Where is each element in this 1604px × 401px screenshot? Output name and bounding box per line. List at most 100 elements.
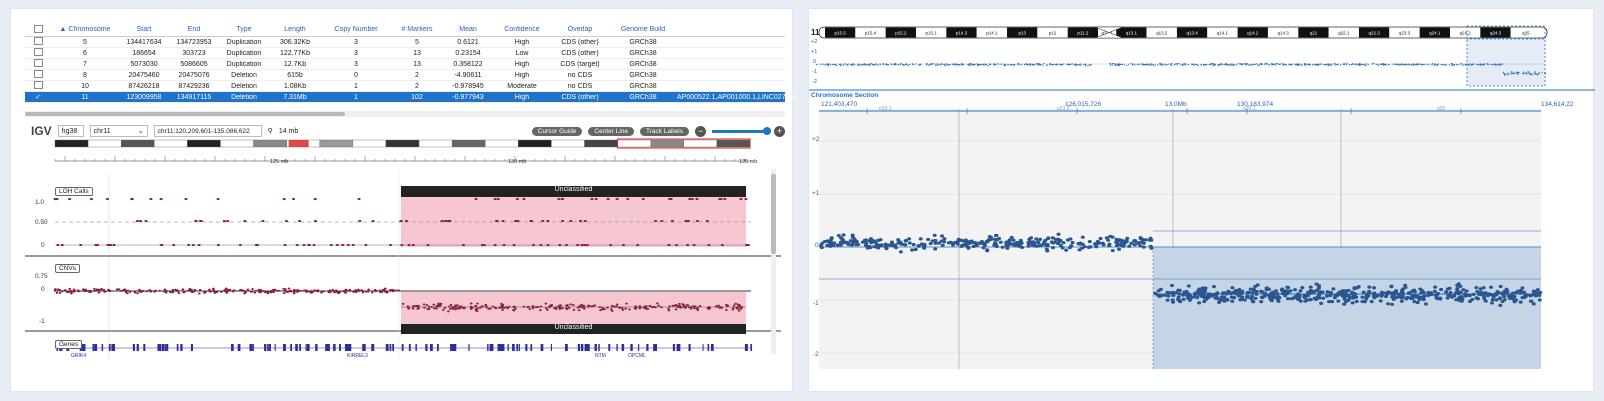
cnv-point [569,303,572,306]
row-checkbox-cell[interactable] [25,59,51,69]
table-row[interactable]: 8 20475460 20475076 Deletion 615b 0 2 -4.90611 H… [25,70,785,81]
gene-exon [489,344,492,351]
chromosome-select[interactable]: chr11 ⌄ [89,125,148,137]
igv-toolbar: IGV hg38 chr11 ⌄ chr11:120,209,601-135,08… [25,122,785,140]
column-header[interactable]: End [187,26,201,33]
zoom-out-icon[interactable]: − [695,125,706,137]
locus-input[interactable]: chr11:120,209,601-135,086,622 [153,125,262,137]
track-labels-button[interactable]: Track Labels [640,126,689,136]
row-checkbox[interactable] [33,59,43,67]
overview-point [1432,63,1434,65]
column-header[interactable]: Type [236,26,252,33]
centromere [288,140,309,147]
column-header[interactable]: Copy Number [334,26,378,33]
zoom-in-icon[interactable]: + [774,125,785,137]
detail-point [1166,294,1171,298]
overview-point [1051,63,1053,65]
scrollbar-thumb[interactable] [25,112,345,116]
table-scrollbar[interactable] [25,111,785,117]
overview-point [1343,64,1345,66]
table-row[interactable]: 10 87426218 87429236 Deletion 1.08Kb 1 2 -0.978… [25,81,785,92]
igv-tracks [25,138,781,359]
overview-point [1026,64,1028,66]
overview-point [949,64,951,66]
column-header[interactable]: Mean [459,26,477,33]
overview-point [1516,71,1518,73]
table-row[interactable]: 7 5073030 5086605 Duplication 12.7Kb 3 13 0.358… [25,59,785,70]
overview-point [1178,63,1180,65]
row-checkbox[interactable] [33,81,43,89]
column-header[interactable]: Confidence [504,26,540,33]
overview-point [854,64,856,66]
detail-point [1493,292,1498,296]
loh-point [399,220,403,222]
gene-exon [654,344,657,351]
table-row[interactable]: ✓ 11 123009958 134917115 Deletion 7.31Mb 1 102-… [25,92,797,103]
cnv-point [63,289,67,292]
cnv-point [449,303,453,306]
overview-point [1055,63,1058,65]
row-checkbox[interactable] [33,48,43,56]
loh-point [149,198,153,200]
gene-exon [518,344,520,351]
table-cell: CDS (other) [561,38,599,46]
column-header[interactable]: # Markers [401,26,433,33]
overview-point [834,63,836,65]
cytoband [518,139,552,148]
row-checkbox-cell[interactable] [25,70,51,80]
table-row[interactable]: 5 134417634 134723953 Duplication 306.32Kb 3 5… [25,37,785,48]
overview-point [1462,64,1464,66]
search-icon[interactable]: ⚲ [267,128,273,135]
header-select-all[interactable] [25,24,51,35]
gene-exon [638,344,640,351]
detail-point [1415,300,1420,305]
loh-point [106,244,110,246]
row-checkbox[interactable] [33,37,43,45]
table-row[interactable]: 6 186654 303723 Duplication 122.77Kb 3 13 0.231… [25,48,785,59]
detail-point [1360,295,1365,299]
loh-point [501,220,505,222]
detail-point [1399,294,1404,298]
overview-point [1346,62,1348,64]
detail-point [974,243,979,247]
cnv-point [53,289,57,292]
detail-point [1163,293,1168,297]
column-header[interactable]: Start [136,26,152,33]
genome-select[interactable]: hg38 [57,125,84,137]
row-checkbox-cell[interactable]: ✓ [25,93,51,101]
ideogram-band-label: q24.1 [1429,31,1441,36]
cursor-guide-button[interactable]: Cursor Guide [531,126,583,136]
row-checkbox-cell[interactable] [25,37,51,47]
row-checkbox-cell[interactable] [25,48,51,58]
checkbox[interactable] [33,24,43,33]
overview-point [930,63,932,65]
loh-point [670,220,674,222]
column-header[interactable]: Length [284,26,306,33]
row-checkbox[interactable]: ✓ [35,94,41,101]
cnv-point [198,292,201,295]
overview-point [1495,64,1497,66]
overview-point [1414,64,1416,66]
cnv-point [407,307,411,310]
loh-unclassified-label: Unclassified [401,186,746,197]
overview-point [1282,64,1284,66]
detail-point [1297,293,1302,298]
center-line-button[interactable]: Center Line [588,126,635,136]
loh-point [561,220,565,222]
overview-point [1133,63,1135,65]
overview-point [1050,63,1052,65]
detail-point [1458,284,1463,288]
loh-point [474,198,478,200]
cnv-point [117,288,121,291]
overview-point [881,63,884,65]
gene-exon [363,344,366,351]
row-checkbox[interactable] [33,70,43,78]
column-header[interactable]: ▲ Chromosome [59,26,111,33]
row-checkbox-cell[interactable] [25,81,51,91]
column-header[interactable]: Genome Build [620,26,666,33]
gene-exon [94,344,98,351]
column-header[interactable]: Overlap [567,26,593,33]
cnv-point [58,292,62,295]
cnv-point [126,289,130,292]
zoom-slider[interactable] [712,126,771,135]
